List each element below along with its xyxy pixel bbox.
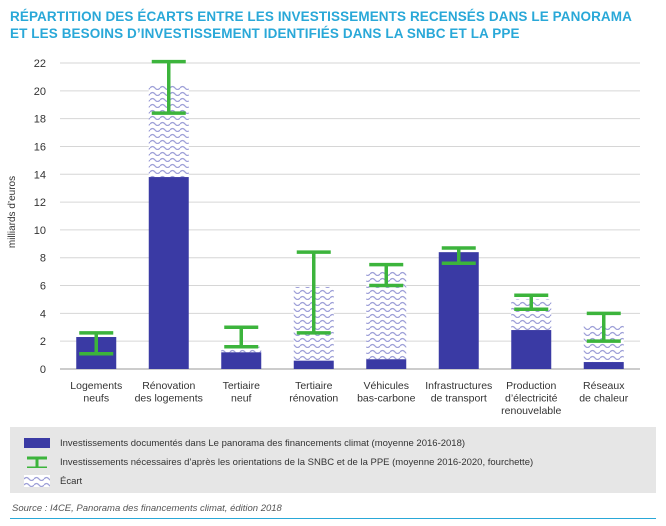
x-category-label: Véhicules <box>363 380 409 392</box>
x-category-label: Production <box>506 380 556 392</box>
y-tick-label: 10 <box>34 225 46 237</box>
y-tick-label: 0 <box>40 364 46 376</box>
x-category-label: de chaleur <box>579 393 629 405</box>
y-tick-label: 12 <box>34 197 46 209</box>
chart-title: RÉPARTITION DES ÉCARTS ENTRE LES INVESTI… <box>10 8 656 42</box>
legend-label-needed: Investissements nécessaires d’après les … <box>60 456 534 468</box>
hatch-swatch-icon <box>24 475 50 487</box>
legend-item-documented: Investissements documentés dans Le panor… <box>24 435 465 451</box>
x-category-label: rénovation <box>289 393 338 405</box>
y-tick-label: 4 <box>40 308 46 320</box>
y-tick-label: 8 <box>40 253 46 265</box>
x-category-label: Tertiaire <box>223 380 261 392</box>
bottom-rule <box>10 518 656 519</box>
legend-item-gap: Écart <box>24 473 82 489</box>
x-category-label: Réseaux <box>583 380 625 392</box>
x-category-label: neufs <box>83 393 109 405</box>
documented-swatch-icon <box>24 438 50 448</box>
documented-bar <box>511 330 552 369</box>
source-note: Source : I4CE, Panorama des financements… <box>12 503 282 514</box>
x-category-label: neuf <box>231 393 252 405</box>
y-tick-label: 22 <box>34 58 46 70</box>
y-tick-label: 18 <box>34 114 46 126</box>
legend-label-gap: Écart <box>60 475 83 487</box>
chart-title-line-2: ET LES BESOINS D’INVESTISSEMENT IDENTIFI… <box>10 26 520 41</box>
x-category-label: Tertiaire <box>295 380 333 392</box>
documented-bar <box>293 360 334 369</box>
legend-item-needed: Investissements nécessaires d’après les … <box>24 454 533 470</box>
documented-bar <box>221 352 262 369</box>
y-tick-label: 6 <box>40 281 46 293</box>
chart-title-line-1: RÉPARTITION DES ÉCARTS ENTRE LES INVESTI… <box>10 9 632 24</box>
documented-bar <box>366 359 407 369</box>
x-category-label: renouvelable <box>501 405 561 417</box>
documented-bar <box>438 252 479 369</box>
range-bracket-icon <box>27 456 47 468</box>
x-category-label: Infrastructures <box>425 380 492 392</box>
legend: Investissements documentés dans Le panor… <box>10 427 656 493</box>
x-category-label: Logements <box>70 380 122 392</box>
x-category-label: des logements <box>135 393 203 405</box>
legend-label-documented: Investissements documentés dans Le panor… <box>60 437 466 449</box>
y-tick-label: 16 <box>34 141 46 153</box>
y-axis-label: milliards d’euros <box>7 176 18 248</box>
x-category-label: bas-carbone <box>357 393 416 405</box>
y-tick-label: 20 <box>34 86 46 98</box>
y-tick-label: 2 <box>40 336 46 348</box>
x-category-label: d’électricité <box>505 393 558 405</box>
y-tick-label: 14 <box>34 169 46 181</box>
documented-bar <box>148 177 189 369</box>
gap-bar <box>221 346 262 353</box>
x-category-label: Rénovation <box>142 380 195 392</box>
documented-bar <box>583 362 624 369</box>
x-category-label: de transport <box>431 393 487 405</box>
